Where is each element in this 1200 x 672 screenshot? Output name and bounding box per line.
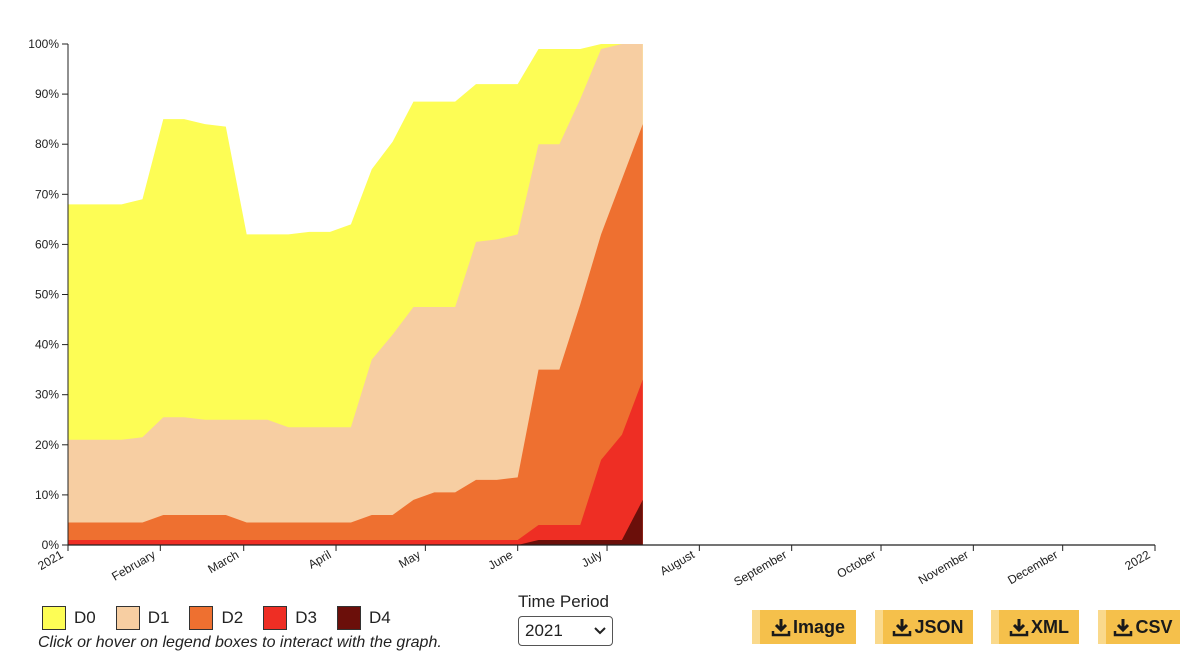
- y-tick-label: 90%: [35, 87, 59, 101]
- legend-item-d0[interactable]: D0: [42, 606, 96, 630]
- x-tick-label: February: [109, 547, 158, 583]
- legend-label-d0: D0: [74, 608, 96, 627]
- download-csv-label: CSV: [1135, 616, 1173, 637]
- area-series-d3[interactable]: [68, 379, 643, 545]
- legend-label-d4: D4: [368, 608, 391, 627]
- area-series-d2[interactable]: [68, 124, 643, 545]
- legend-swatch-d3[interactable]: [263, 606, 288, 630]
- download-icon: [1114, 619, 1133, 637]
- legend-label-d2: D2: [221, 608, 244, 627]
- legend-swatch-d4[interactable]: [336, 606, 361, 630]
- download-json-label: JSON: [914, 616, 964, 637]
- x-tick-label: June: [486, 547, 516, 572]
- legend: D0 D1 D2 D3 D4: [42, 606, 411, 630]
- legend-swatch-d1[interactable]: [115, 606, 140, 630]
- download-icon: [893, 619, 912, 637]
- legend-item-d3[interactable]: D3: [263, 606, 317, 630]
- x-tick-label: May: [396, 547, 423, 570]
- download-csv-button[interactable]: CSV: [1098, 610, 1180, 644]
- legend-label-d3: D3: [295, 608, 317, 627]
- y-tick-label: 70%: [35, 187, 59, 201]
- legend-hint: Click or hover on legend boxes to intera…: [38, 634, 442, 651]
- x-tick-label: 2021: [35, 547, 65, 573]
- y-tick-label: 40%: [35, 338, 59, 352]
- legend-item-d1[interactable]: D1: [115, 606, 170, 630]
- x-tick-label: November: [916, 547, 971, 587]
- download-image-label: Image: [792, 616, 846, 637]
- download-image-button[interactable]: Image: [752, 610, 856, 644]
- area-series-d4[interactable]: [68, 499, 643, 545]
- y-tick-label: 0%: [42, 538, 60, 552]
- drought-area-chart[interactable]: 0% 10% 20% 30% 40% 50% 60% 70% 80% 90% 100% 2021 Fe…: [0, 0, 1200, 600]
- chevron-down-icon: [594, 627, 606, 635]
- legend-swatch-d2[interactable]: [189, 606, 214, 630]
- x-tick-label: 2022: [1122, 547, 1152, 573]
- area-series-group: [68, 44, 643, 545]
- y-axis: 0% 10% 20% 30% 40% 50% 60% 70% 80% 90% 100%: [28, 37, 69, 552]
- legend-item-d2[interactable]: D2: [189, 606, 243, 630]
- x-tick-label: October: [835, 547, 879, 580]
- download-icon: [771, 619, 791, 637]
- y-tick-label: 50%: [35, 288, 59, 302]
- download-xml-button[interactable]: XML: [991, 610, 1079, 644]
- y-tick-label: 30%: [35, 388, 59, 402]
- y-tick-label: 100%: [28, 37, 59, 51]
- time-period-value: 2021: [525, 621, 563, 640]
- y-tick-label: 80%: [35, 137, 59, 151]
- x-tick-label: March: [205, 547, 241, 576]
- legend-label-d1: D1: [147, 608, 170, 627]
- time-period-select[interactable]: 2021: [518, 616, 613, 646]
- download-xml-label: XML: [1031, 616, 1069, 637]
- x-tick-label: April: [306, 547, 334, 571]
- legend-swatch-d0[interactable]: [42, 606, 66, 630]
- download-json-button[interactable]: JSON: [875, 610, 973, 644]
- x-axis: 2021 February March April May June July August S…: [35, 544, 1156, 589]
- time-period-label: Time Period: [518, 592, 610, 611]
- x-tick-label: July: [579, 547, 604, 570]
- area-series-d1[interactable]: [68, 44, 643, 545]
- x-tick-label: September: [731, 547, 789, 588]
- time-period-control: Time Period 2021: [518, 592, 613, 646]
- download-icon: [1009, 619, 1029, 637]
- x-tick-label: August: [657, 547, 697, 578]
- x-tick-label: December: [1005, 547, 1060, 587]
- y-tick-label: 10%: [35, 488, 59, 502]
- y-tick-label: 20%: [35, 438, 59, 452]
- legend-item-d4[interactable]: D4: [336, 606, 391, 630]
- y-tick-label: 60%: [35, 237, 59, 251]
